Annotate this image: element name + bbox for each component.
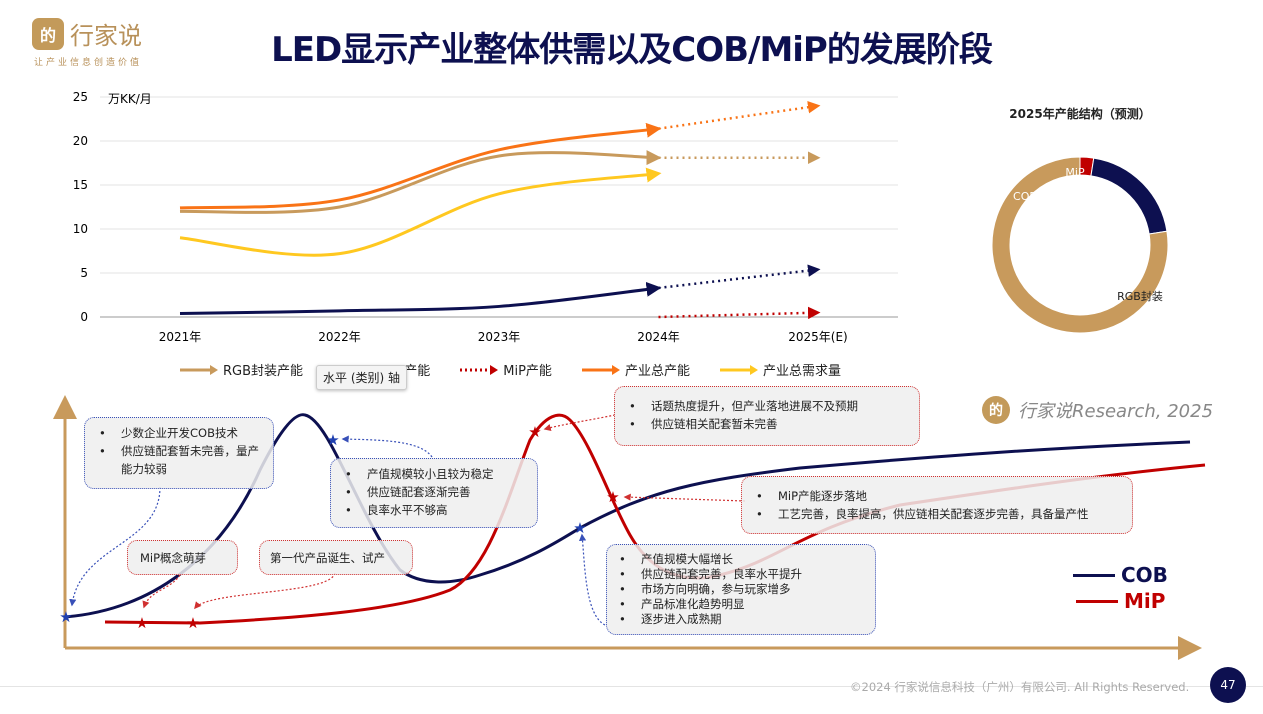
series-line [179, 150, 662, 214]
tooltip: 水平 (类别) 轴 [316, 365, 407, 390]
legend-arrow-icon [719, 364, 758, 375]
star-icon: ★ [59, 608, 72, 626]
legend-label: MiP产能 [503, 364, 552, 379]
note-box: 话题热度提升，但产业落地进展不及预期供应链相关配套暂未完善 [614, 386, 920, 446]
series-line [179, 122, 662, 210]
legend-label: 产业总需求量 [762, 364, 841, 379]
y-tick-label: 15 [73, 178, 88, 192]
legend-label: 产业总产能 [624, 364, 690, 379]
note-box: 少数企业开发COB技术供应链配套暂未完善，量产能力较弱 [84, 417, 274, 489]
star-icon: ★ [186, 614, 199, 632]
slice-label: RGB封装 [1117, 289, 1163, 303]
line-chart: 0 5 10 15 20 25 2021年 2022年 2023年 2024年 2025年(E) 万… [73, 90, 898, 344]
page-title: LED显示产业整体供需以及COB/MiP的发展阶段 [271, 30, 993, 70]
legend-arrow-icon [581, 364, 620, 375]
note-box: MiP产能逐步落地工艺完善，良率提高，供应链相关配套逐步完善，具备量产性 [741, 476, 1133, 534]
x-tick-label: 2023年 [478, 330, 521, 344]
star-icon: ★ [326, 431, 339, 449]
note-box: 第一代产品诞生、试产 [259, 540, 413, 575]
legend-arrow-icon [180, 364, 218, 375]
legend-arrow-icon [460, 364, 499, 375]
x-tick-label: 2021年 [159, 330, 202, 344]
series-line [179, 167, 662, 257]
y-tick-label: 0 [80, 310, 88, 324]
donut-slice [1090, 157, 1168, 235]
logo: 的行家说 [32, 16, 142, 51]
note-box: 产值规模大幅增长供应链配套完善，良率水平提升市场方向明确，参与玩家增多产品标准化… [606, 544, 876, 635]
x-tick-label: 2024年 [637, 330, 680, 344]
donut-chart: MiP COB RGB封装 [991, 156, 1169, 334]
legend-mip: MiP [1076, 589, 1165, 613]
y-tick-label: 10 [73, 222, 88, 236]
note-box: MiP概念萌芽 [127, 540, 238, 575]
logo-name: 行家说 [70, 22, 142, 50]
star-icon: ★ [606, 488, 619, 506]
note-box: 产值规模较小且较为稳定供应链配套逐渐完善良率水平不够高 [330, 458, 538, 528]
y-tick-label: 20 [73, 134, 88, 148]
donut-slice [991, 156, 1169, 334]
logo-icon: 的 [32, 17, 64, 50]
legend-cob: COB [1073, 563, 1168, 587]
donut-title: 2025年产能结构（预测） [1009, 107, 1151, 121]
legend-label: RGB封装产能 [223, 364, 304, 379]
legend-item: RGB封装产能 [180, 360, 303, 379]
research-watermark: 的行家说Research, 2025 [982, 396, 1213, 424]
footer-divider [0, 686, 1263, 687]
copyright: ©2024 行家说信息科技（广州）有限公司. All Rights Reserv… [850, 680, 1190, 694]
series-forecast-line [658, 264, 821, 290]
slice-label: MiP [1065, 166, 1085, 179]
x-tick-label: 2022年 [318, 330, 361, 344]
series-forecast-line [658, 101, 821, 130]
legend-item: 产业总需求量 [719, 360, 841, 379]
logo-slogan: 让产业信息创造价值 [34, 58, 143, 68]
legend-item: MiP产能 [460, 360, 552, 379]
legend-item: 产业总产能 [581, 360, 690, 379]
x-tick-label: 2025年(E) [788, 330, 848, 344]
y-tick-label: 5 [80, 266, 88, 280]
y-tick-label: 25 [73, 90, 88, 104]
star-icon: ★ [573, 519, 586, 537]
page-number: 47 [1210, 667, 1246, 703]
logo-icon: 的 [982, 396, 1010, 424]
y-axis-label: 万KK/月 [108, 92, 152, 106]
series-forecast-line [658, 306, 821, 320]
chart-legend: RGB封装产能COB产能MiP产能产业总产能产业总需求量 [180, 360, 841, 379]
series-line [179, 281, 662, 315]
slice-label: COB [1013, 190, 1037, 203]
star-icon: ★ [135, 614, 148, 632]
star-icon: ★ [528, 423, 541, 441]
